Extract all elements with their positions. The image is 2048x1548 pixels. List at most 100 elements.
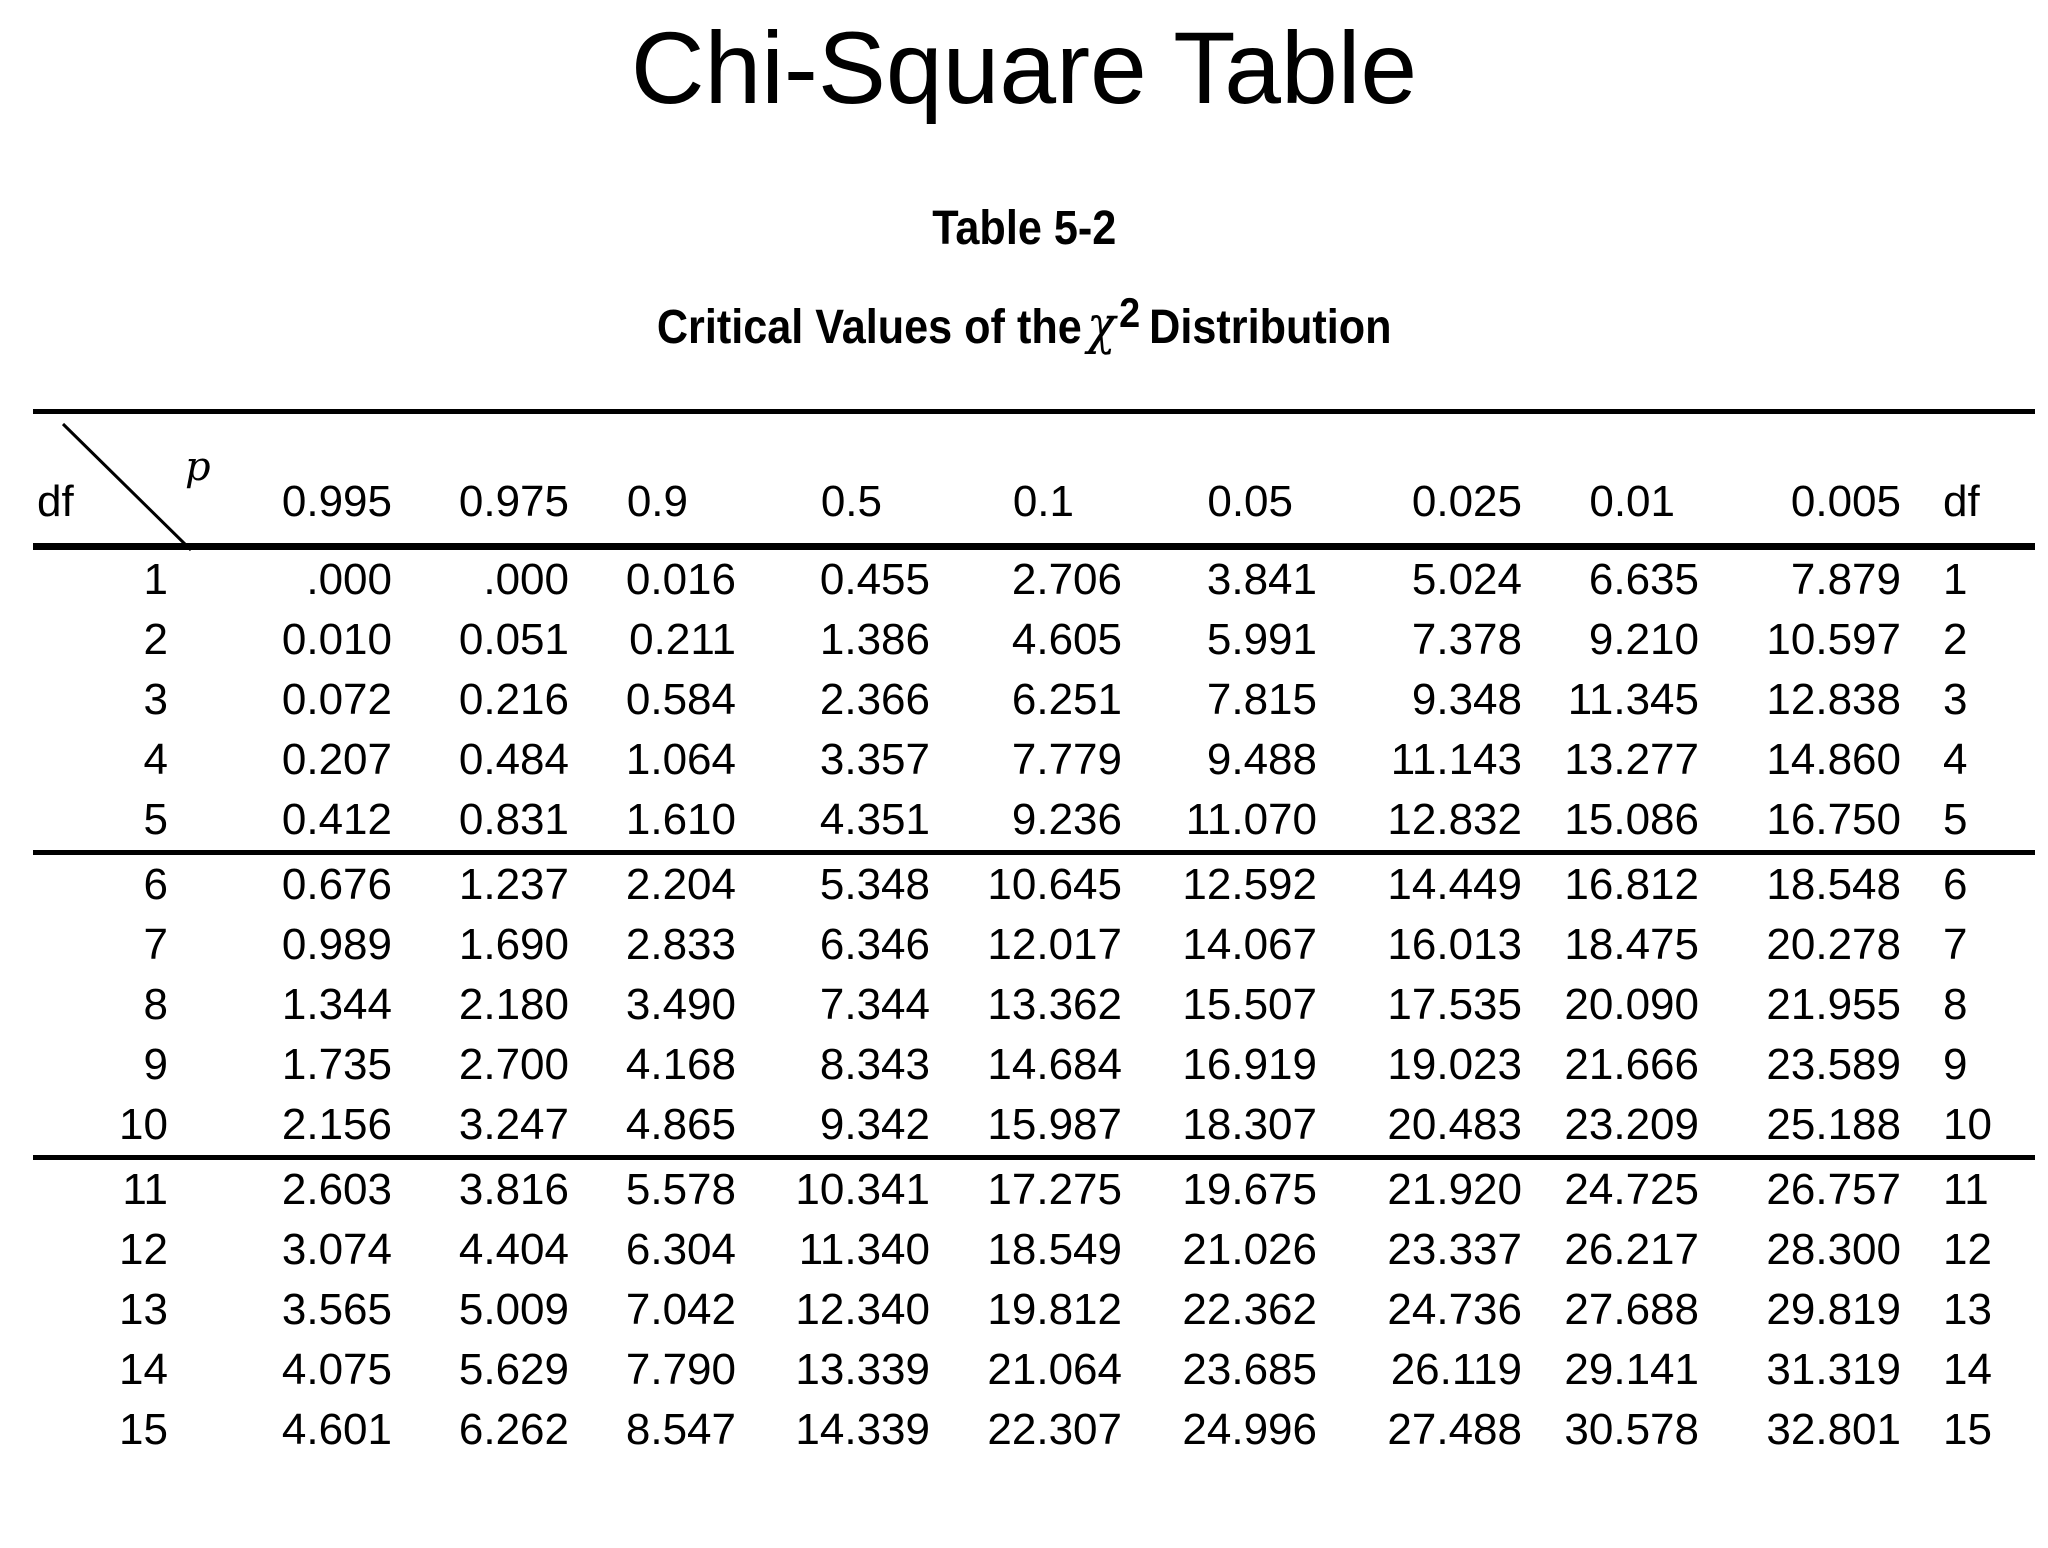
df-cell-right: 9 xyxy=(1943,1040,1968,1090)
value-cell: 1.344 xyxy=(281,980,392,1030)
table-row-df-14: 14 4.075 5.629 7.790 13.339 21.064 23.685 26.11… xyxy=(33,1340,2035,1400)
table-row-df-4: 4 0.207 0.484 1.064 3.357 7.779 9.488 11.143 13.… xyxy=(33,730,2035,790)
df-cell-left: 15 xyxy=(119,1405,168,1455)
table-row-df-11: 11 2.603 3.816 5.578 10.341 17.275 19.675 21.92… xyxy=(33,1158,2035,1221)
value-cell: 23.337 xyxy=(1387,1225,1522,1275)
value-cell: 29.819 xyxy=(1766,1285,1901,1335)
value-cell: 12.838 xyxy=(1766,675,1901,725)
df-cell-right: 15 xyxy=(1943,1405,1992,1455)
value-cell: 6.635 xyxy=(1588,555,1699,605)
value-cell: 5.629 xyxy=(458,1345,569,1395)
df-cell-left: 10 xyxy=(119,1100,168,1150)
value-cell: 8.343 xyxy=(819,1040,930,1090)
value-cell: 2.204 xyxy=(625,860,736,910)
df-cell-left: 13 xyxy=(119,1285,168,1335)
p-value-header: 0.995 xyxy=(281,477,392,527)
value-cell: 28.300 xyxy=(1766,1225,1901,1275)
value-cell: 5.348 xyxy=(819,860,930,910)
value-cell: 12.340 xyxy=(795,1285,930,1335)
df-cell-left: 8 xyxy=(143,980,168,1030)
value-cell: 9.236 xyxy=(1011,795,1122,845)
p-value-header: 0.1 xyxy=(1012,477,1074,527)
value-cell: 0.676 xyxy=(281,860,392,910)
value-cell: 4.168 xyxy=(625,1040,736,1090)
value-cell: 18.475 xyxy=(1564,920,1699,970)
value-cell: 19.023 xyxy=(1387,1040,1522,1090)
value-cell: 7.042 xyxy=(625,1285,736,1335)
value-cell: 14.449 xyxy=(1387,860,1522,910)
df-cell-right: 7 xyxy=(1943,920,1968,970)
df-cell-right: 14 xyxy=(1943,1345,1992,1395)
value-cell: 0.211 xyxy=(629,615,736,665)
value-cell: 10.597 xyxy=(1766,615,1901,665)
value-cell: 2.366 xyxy=(819,675,930,725)
df-cell-left: 2 xyxy=(143,615,168,665)
value-cell: 7.378 xyxy=(1411,615,1522,665)
value-cell: 6.262 xyxy=(458,1405,569,1455)
document-page: Chi-Square Table Table 5-2 Critical Valu… xyxy=(0,12,2048,1460)
df-header-left: df xyxy=(37,477,74,527)
value-cell: 21.064 xyxy=(987,1345,1122,1395)
value-cell: 5.009 xyxy=(458,1285,569,1335)
df-cell-left: 4 xyxy=(143,735,168,785)
df-cell-right: 4 xyxy=(1943,735,1968,785)
df-cell-right: 8 xyxy=(1943,980,1968,1030)
value-cell: 4.404 xyxy=(458,1225,569,1275)
value-cell: 15.086 xyxy=(1564,795,1699,845)
value-cell: 1.690 xyxy=(458,920,569,970)
value-cell: 14.067 xyxy=(1182,920,1317,970)
value-cell: 0.207 xyxy=(281,735,392,785)
value-cell: 16.812 xyxy=(1564,860,1699,910)
value-cell: 30.578 xyxy=(1564,1405,1699,1455)
df-cell-left: 11 xyxy=(122,1165,168,1215)
value-cell: 3.841 xyxy=(1206,555,1317,605)
value-cell: 7.779 xyxy=(1011,735,1122,785)
df-cell-left: 14 xyxy=(119,1345,168,1395)
value-cell: 31.319 xyxy=(1766,1345,1901,1395)
diagonal-line xyxy=(61,423,193,552)
value-cell: 0.072 xyxy=(281,675,392,725)
value-cell: 21.920 xyxy=(1387,1165,1522,1215)
table-row-df-6: 6 0.676 1.237 2.204 5.348 10.645 12.592 14.449 1… xyxy=(33,853,2035,916)
value-cell: 26.757 xyxy=(1766,1165,1901,1215)
table-number-text: Table 5-2 xyxy=(931,202,1117,256)
value-cell: 8.547 xyxy=(625,1405,736,1455)
value-cell: 1.610 xyxy=(625,795,736,845)
value-cell: 7.790 xyxy=(625,1345,736,1395)
corner-cell: df p xyxy=(33,412,211,552)
p-value-header: 0.975 xyxy=(458,477,569,527)
value-cell: .000 xyxy=(483,555,569,605)
table-row-df-12: 12 3.074 4.404 6.304 11.340 18.549 21.026 23.33… xyxy=(33,1220,2035,1280)
value-cell: 2.180 xyxy=(458,980,569,1030)
p-value-header: 0.01 xyxy=(1589,477,1675,527)
value-cell: 21.026 xyxy=(1182,1225,1317,1275)
table-row-df-5: 5 0.412 0.831 1.610 4.351 9.236 11.070 12.832 15… xyxy=(33,790,2035,853)
table-header: df p 0.995 0.975 0.9 0.5 0.1 0.05 0.025 0.01 0.0… xyxy=(33,412,2035,552)
value-cell: 16.919 xyxy=(1182,1040,1317,1090)
value-cell: 24.996 xyxy=(1182,1405,1317,1455)
value-cell: 17.275 xyxy=(987,1165,1122,1215)
value-cell: 23.209 xyxy=(1564,1100,1699,1150)
value-cell: 27.488 xyxy=(1387,1405,1522,1455)
value-cell: 27.688 xyxy=(1564,1285,1699,1335)
value-cell: 15.987 xyxy=(987,1100,1122,1150)
row-group-3: 11 2.603 3.816 5.578 10.341 17.275 19.675 21.92… xyxy=(33,1157,2035,1461)
value-cell: 9.210 xyxy=(1588,615,1699,665)
df-cell-right: 13 xyxy=(1943,1285,1992,1335)
df-cell-left: 5 xyxy=(143,795,168,845)
value-cell: 18.307 xyxy=(1182,1100,1317,1150)
value-cell: 6.251 xyxy=(1011,675,1122,725)
value-cell: 16.013 xyxy=(1387,920,1522,970)
row-group-2: 6 0.676 1.237 2.204 5.348 10.645 12.592 14.449 1… xyxy=(33,852,2035,1158)
value-cell: 18.548 xyxy=(1766,860,1901,910)
table-row-df-3: 3 0.072 0.216 0.584 2.366 6.251 7.815 9.348 11.3… xyxy=(33,670,2035,730)
value-cell: 18.549 xyxy=(987,1225,1122,1275)
header-row: df p 0.995 0.975 0.9 0.5 0.1 0.05 0.025 0.01 0.0… xyxy=(33,412,2035,552)
value-cell: 26.217 xyxy=(1564,1225,1699,1275)
value-cell: 12.017 xyxy=(987,920,1122,970)
subtitle-suffix: Distribution xyxy=(1148,300,1392,354)
chi-symbol: χ xyxy=(1086,295,1116,356)
value-cell: 3.490 xyxy=(625,980,736,1030)
value-cell: .000 xyxy=(306,555,392,605)
value-cell: 0.455 xyxy=(819,555,930,605)
